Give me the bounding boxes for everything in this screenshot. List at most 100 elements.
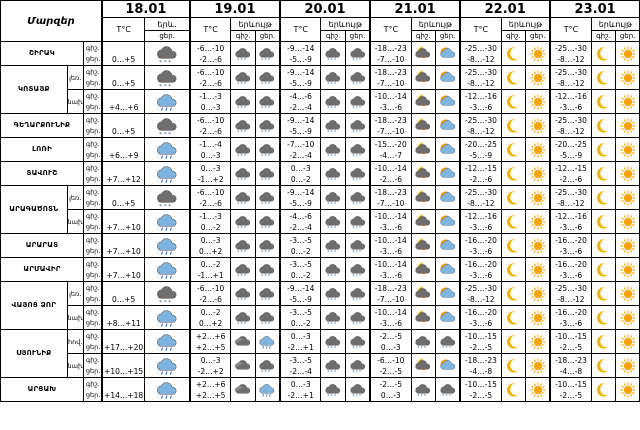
cloud-snow-icon: * * * [412, 333, 435, 351]
moon-cloud-icon [412, 189, 435, 207]
cloud-snow-icon: * * * [322, 141, 345, 159]
temp-cell: -16…-20 -3…-6 [459, 233, 502, 258]
cloud-rain-icon [146, 163, 189, 185]
moon-icon [592, 165, 615, 183]
night-label: գիշ. [85, 163, 100, 172]
moon-icon [502, 45, 525, 63]
weather-cell [525, 137, 551, 162]
weather-cell: * * * [435, 377, 461, 402]
temp-cell: -10…-15 -2…-5 [549, 329, 592, 354]
day-temp: +7…+10 [106, 270, 141, 280]
svg-text:* * *: * * * [327, 249, 336, 254]
weather-cell [525, 65, 551, 90]
sun-cloud-icon [437, 213, 460, 231]
date-header: 19.01 [188, 0, 281, 18]
moon-cloud-icon [412, 69, 435, 87]
moon-icon [592, 261, 615, 279]
night-temp: -16…-20 [554, 235, 587, 245]
svg-text:* * *: * * * [352, 297, 361, 302]
region-name: ԳԵՂԱՐՔՈՒՆԻՔ [0, 113, 84, 138]
day-temp: 0…-2 [290, 246, 311, 256]
day-temp: 0…-3 [200, 102, 221, 112]
sun-icon [617, 213, 639, 231]
sun-cloud-icon [437, 117, 460, 135]
moon-icon [502, 309, 525, 327]
sun-cloud-icon [437, 285, 460, 303]
cloud-rain-icon [146, 91, 189, 113]
weather-cell: * * * [410, 377, 437, 402]
day-label: ցեր. [85, 174, 101, 183]
svg-text:* * *: * * * [237, 57, 246, 62]
date-header: 22.01 [459, 0, 551, 18]
sun-icon [527, 381, 550, 399]
weather-cell [590, 137, 617, 162]
day-temp: +4…+6 [108, 102, 139, 112]
weather-cell: * * * [230, 185, 256, 210]
temp-cell: -10…-14 -2…-6 [369, 161, 412, 186]
weather-cell [525, 257, 551, 282]
day-temp: -5…-9 [469, 150, 493, 160]
night-label: գիշ. [85, 187, 100, 196]
weather-cell [590, 89, 617, 114]
svg-text:* * *: * * * [159, 59, 171, 64]
svg-text:* * *: * * * [262, 177, 271, 182]
day-temp: -2…-6 [199, 294, 222, 304]
weather-cell [525, 209, 551, 234]
temp-header: T°C [459, 17, 502, 42]
svg-text:* * *: * * * [442, 393, 451, 398]
day-temp: -8…-12 [467, 198, 495, 208]
weather-cell [525, 377, 551, 402]
day-label: ցեր. [85, 246, 101, 255]
day-temp: -2…-6 [199, 198, 222, 208]
night-day-labels: գիշ. ցեր. [82, 41, 103, 66]
weather-cell [615, 209, 640, 234]
weather-cell [435, 161, 461, 186]
region-row: նախ.գիշ. ցեր. +4…+6 -1…-30…-3 * * * * * * -4…-… [1, 89, 640, 114]
temp-cell: -4…-6 -2…-4 [279, 89, 322, 114]
moon-icon [592, 357, 615, 375]
temp-cell: -3…-5 -2…-4 [279, 353, 322, 378]
night-temp: -12…-16 [554, 91, 587, 101]
temp-cell: -6…-10 -2…-6 [188, 65, 232, 90]
temp-cell: 0…+5 [100, 281, 146, 306]
svg-text:* * *: * * * [352, 153, 361, 158]
day-temp: -5…-9 [289, 54, 312, 64]
weather-cell [615, 257, 640, 282]
temp-cell: 0…+5 [100, 41, 146, 66]
svg-text:* * *: * * * [159, 131, 171, 136]
moon-icon [592, 381, 615, 399]
day-temp: -8…-12 [467, 294, 495, 304]
day-temp: 0…+5 [111, 126, 136, 136]
weather-cell: * * * [320, 161, 347, 186]
day-temp: -4…-8 [559, 366, 583, 376]
temp-cell: 0…-3 0…-2 [279, 161, 322, 186]
svg-text:* * *: * * * [327, 153, 336, 158]
weather-cell [410, 89, 437, 114]
region-name: ՍՅՈՒՆԻՔ [0, 329, 68, 378]
night-day-labels: գիշ. ցեր. [82, 353, 103, 378]
weather-cell [410, 233, 437, 258]
night-day-labels: գիշ. ցեր. [82, 233, 103, 258]
svg-text:* * *: * * * [417, 393, 426, 398]
day-temp: +17…+20 [104, 342, 144, 352]
weather-cell [500, 281, 527, 306]
night-temp: -9…-14 [287, 187, 315, 197]
night-temp: -20…-25 [554, 139, 587, 149]
night-day-labels: գիշ. ցեր. [82, 65, 103, 90]
svg-text:* * *: * * * [327, 345, 336, 350]
cloud-snow-icon: * * * [256, 93, 279, 111]
cloud-snow-icon: * * * [437, 381, 460, 399]
day-header: ցեր. [435, 30, 461, 42]
cloud-snow-icon: * * * [346, 309, 369, 327]
weather-cell [500, 161, 527, 186]
weather-cell [435, 281, 461, 306]
night-label: գիշ. [85, 211, 100, 220]
weather-cell: * * * [345, 161, 371, 186]
svg-text:* * *: * * * [262, 201, 271, 206]
temp-cell: -10…-14 -3…-6 [369, 209, 412, 234]
weather-cell [500, 113, 527, 138]
day-temp: -7…-10 [377, 126, 405, 136]
cloud-snow-icon: * * * [346, 381, 369, 399]
sun-icon [527, 165, 550, 183]
night-temp [104, 187, 144, 198]
